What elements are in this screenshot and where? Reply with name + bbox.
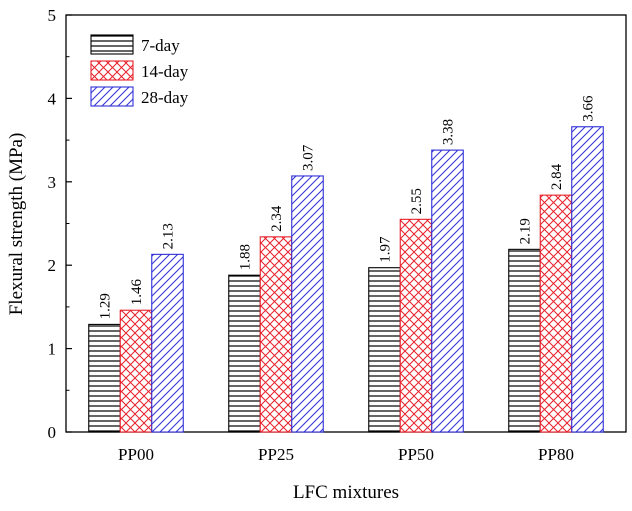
data-label: 2.84 — [549, 163, 565, 190]
bar — [508, 248, 541, 433]
y-axis-title: Flexural strength (MPa) — [6, 133, 27, 316]
data-label: 2.19 — [518, 218, 534, 244]
data-label: 3.07 — [301, 144, 317, 171]
y-tick-label: 4 — [48, 89, 57, 108]
bars — [88, 126, 604, 433]
x-tick-label: PP00 — [118, 445, 154, 464]
legend-label: 14-day — [141, 62, 189, 81]
bar — [88, 323, 121, 433]
data-label: 3.66 — [581, 95, 597, 122]
data-label: 1.46 — [129, 278, 145, 305]
bar — [259, 236, 293, 433]
x-tick-label: PP80 — [538, 445, 574, 464]
y-tick-label: 3 — [48, 173, 57, 192]
y-tick-label: 0 — [48, 423, 57, 442]
x-axis-title: LFC mixtures — [293, 482, 399, 503]
bar — [228, 274, 261, 433]
legend-label: 28-day — [141, 88, 189, 107]
data-label: 2.55 — [409, 188, 425, 214]
legend: 7-day 14-day 28-day — [90, 34, 189, 107]
bar — [571, 126, 604, 433]
data-label: 1.29 — [98, 293, 114, 319]
bar — [431, 149, 464, 433]
bar — [368, 267, 401, 433]
x-tick-label: PP50 — [398, 445, 434, 464]
legend-swatch — [90, 60, 134, 81]
data-labels: 1.29 1.88 1.97 2.19 1.46 2.34 2.55 2.84 2.13 3.07… — [98, 95, 597, 319]
bar — [151, 253, 184, 433]
y-axis: 0 1 2 3 4 5 — [48, 6, 72, 442]
data-label: 3.38 — [441, 119, 457, 145]
data-label: 1.97 — [378, 236, 394, 263]
data-label: 2.13 — [161, 223, 177, 249]
bar — [291, 175, 324, 433]
y-tick-label: 2 — [48, 256, 57, 275]
bar — [119, 309, 153, 433]
bar — [399, 218, 433, 433]
y-tick-label: 1 — [48, 340, 57, 359]
bar — [539, 194, 573, 433]
data-label: 1.88 — [238, 244, 254, 270]
legend-swatch — [90, 86, 134, 107]
x-tick-label: PP25 — [258, 445, 294, 464]
data-label: 2.34 — [269, 205, 285, 232]
legend-label: 7-day — [141, 36, 180, 55]
y-tick-label: 5 — [48, 6, 57, 25]
legend-swatch — [90, 34, 134, 55]
